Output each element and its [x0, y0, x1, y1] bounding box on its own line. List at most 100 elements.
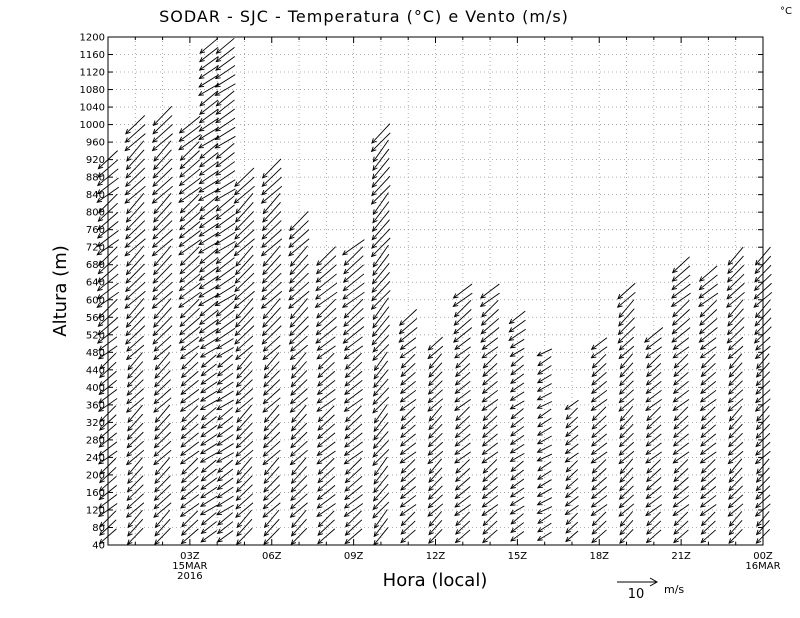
wind-vector-head [371, 278, 378, 285]
wind-vector-shaft [373, 413, 389, 432]
wind-vector-shaft [125, 124, 146, 143]
wind-vector-head [99, 364, 105, 370]
wind-vector [343, 494, 363, 509]
wind-vector-shaft [728, 423, 743, 439]
wind-vector-shaft [454, 451, 471, 464]
wind-vector [372, 431, 389, 450]
wind-vector-head [316, 406, 323, 412]
wind-vector-head [290, 373, 297, 379]
wind-vector-shaft [261, 229, 282, 248]
wind-vector [454, 529, 471, 544]
wind-vector-head [125, 269, 132, 276]
wind-vector-shaft [565, 505, 579, 515]
wind-vector-shaft [234, 325, 255, 345]
wind-vector-shaft [200, 443, 218, 455]
wind-vector-shaft [373, 422, 389, 441]
wind-vector-shaft [261, 238, 283, 257]
wind-vector [510, 373, 525, 384]
wind-vector [371, 210, 390, 232]
wind-vector-head [427, 458, 434, 465]
wind-vector [454, 380, 471, 395]
wind-vector [428, 405, 443, 422]
wind-vector-head [215, 109, 222, 115]
wind-vector [217, 459, 233, 474]
wind-vector-head [645, 380, 652, 386]
wind-vector-head [216, 457, 223, 463]
wind-vector [235, 431, 253, 449]
wind-vector [216, 425, 234, 438]
wind-vector [481, 346, 499, 359]
wind-vector-head [200, 432, 207, 438]
wind-vector-head [618, 511, 625, 517]
wind-vector-head [200, 388, 207, 394]
wind-vector [215, 266, 236, 281]
wind-vector-shaft [401, 511, 416, 526]
wind-vector-shaft [510, 496, 525, 506]
wind-vector [200, 530, 218, 543]
wind-vector-head [399, 458, 406, 464]
wind-vector-head [199, 319, 205, 326]
wind-vector [428, 511, 443, 527]
wind-vector-head [216, 405, 223, 411]
wind-vector-head [727, 502, 734, 509]
wind-vector-head [96, 233, 103, 239]
wind-vector-shaft [153, 254, 172, 275]
wind-vector-head [372, 451, 379, 458]
wind-vector-shaft [537, 365, 552, 375]
wind-vector-head [152, 295, 158, 301]
wind-vector [454, 477, 471, 491]
wind-vector [198, 83, 220, 96]
wind-vector-shaft [537, 383, 552, 392]
wind-vector-head [481, 405, 488, 411]
wind-vector-shaft [152, 115, 173, 135]
wind-vector-head [125, 234, 131, 240]
wind-vector-head [216, 493, 223, 499]
wind-vector [399, 495, 417, 508]
wind-vector-shaft [180, 379, 199, 395]
wind-vector [152, 106, 173, 127]
wind-vector [372, 492, 389, 511]
wind-vector-head [97, 224, 103, 231]
wind-vector-shaft [373, 360, 389, 380]
wind-vector-shaft [619, 336, 634, 351]
wind-vector-head [179, 163, 186, 170]
wind-vector-shaft [510, 338, 525, 349]
wind-vector-head [673, 537, 679, 544]
wind-vector-shaft [315, 273, 337, 291]
wind-vector [317, 414, 335, 431]
wind-vector [481, 299, 499, 318]
wind-vector-shaft [372, 201, 390, 223]
wind-vector [234, 167, 255, 188]
y-tick-label: 160 [86, 488, 105, 499]
wind-vector [509, 391, 525, 401]
wind-vector-shaft [482, 353, 498, 369]
wind-vector-shaft [181, 476, 199, 492]
wind-vector [645, 424, 662, 439]
wind-vector-head [454, 449, 461, 456]
wind-vector-shaft [510, 460, 524, 472]
wind-vector-head [481, 311, 487, 318]
wind-vector-shaft [700, 504, 717, 516]
wind-vector-head [399, 344, 406, 350]
y-tick-label: 200 [86, 470, 105, 481]
wind-vector-head [216, 537, 223, 543]
wind-vector [199, 338, 218, 350]
wind-vector-shaft [179, 273, 201, 291]
wind-vector-head [727, 353, 734, 360]
wind-vector [236, 404, 253, 423]
wind-vector-head [152, 120, 159, 127]
wind-vector-head [343, 312, 350, 319]
wind-vector-shaft [342, 282, 365, 300]
wind-vector [180, 476, 199, 492]
wind-vector-head [199, 449, 206, 455]
wind-vector-shaft [400, 520, 416, 535]
wind-vector-shaft [645, 451, 662, 464]
wind-vector-head [698, 328, 705, 335]
wind-vector [262, 298, 281, 320]
wind-vector-shaft [179, 307, 200, 327]
wind-vector-head [428, 529, 434, 536]
wind-vector-head [536, 491, 543, 497]
wind-vector-shaft [510, 487, 525, 498]
wind-vector-shaft [199, 275, 219, 290]
wind-vector-head [591, 415, 598, 422]
